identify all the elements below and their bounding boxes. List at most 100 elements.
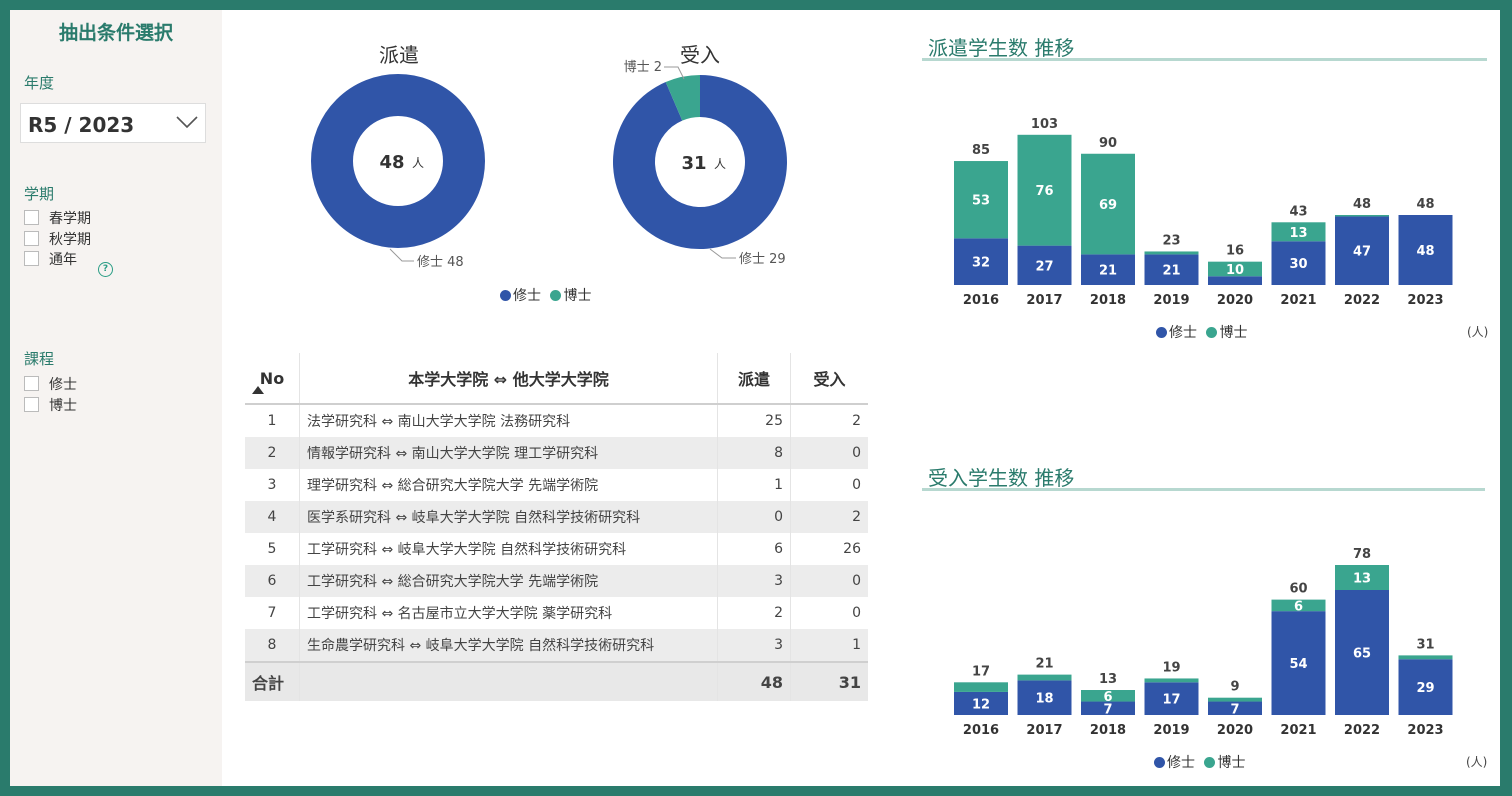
term-label-spring: 春学期 xyxy=(49,211,91,227)
bar-master[interactable] xyxy=(1271,241,1326,285)
cell-send: 3 xyxy=(717,629,791,662)
table-row[interactable]: 1 法学研究科 ⇔ 南山大学大学院 法務研究科 25 2 xyxy=(245,404,868,437)
cell-program: 医学系研究科 ⇔ 岐阜大学大学院 自然科学技術研究科 xyxy=(299,501,718,533)
bar-doctor[interactable] xyxy=(1208,697,1262,702)
term-checkbox-yearround[interactable] xyxy=(24,251,39,266)
bar-label-doctor: 13 xyxy=(1353,572,1371,587)
bar-doctor[interactable] xyxy=(1081,153,1135,255)
table-row[interactable]: 2 情報学研究科 ⇔ 南山大学大学院 理工学研究科 8 0 xyxy=(245,437,868,469)
bar-doctor[interactable] xyxy=(954,682,1008,692)
bar-master[interactable] xyxy=(1335,216,1389,285)
header-recv[interactable]: 受入 xyxy=(790,353,868,405)
bar-doctor[interactable] xyxy=(1335,565,1389,590)
cell-program: 工学研究科 ⇔ 名古屋市立大学大学院 薬学研究科 xyxy=(299,597,718,629)
x-tick-label: 2020 xyxy=(1217,723,1253,738)
slice-label-master: 修士 29 xyxy=(739,252,786,267)
question-circle-icon[interactable]: ? xyxy=(98,262,113,277)
table-row[interactable]: 3 理学研究科 ⇔ 総合研究大学院大学 先端学術院 1 0 xyxy=(245,469,868,501)
bar-doctor[interactable] xyxy=(1144,678,1199,683)
bar-total-label: 31 xyxy=(1416,637,1434,652)
cell-send: 0 xyxy=(717,501,791,533)
cell-program: 法学研究科 ⇔ 南山大学大学院 法務研究科 xyxy=(299,404,718,437)
bar-total-label: 13 xyxy=(1099,672,1117,687)
bar-master[interactable] xyxy=(1081,701,1135,715)
chevron-down-icon xyxy=(176,116,198,129)
year-dropdown[interactable]: R5 / 2023 xyxy=(20,103,206,143)
total-label: 合計 xyxy=(245,661,300,701)
donut-slice[interactable] xyxy=(613,75,787,249)
donut-legend: 修士 博士 xyxy=(500,285,591,305)
bar-master[interactable] xyxy=(1208,276,1262,285)
x-tick-label: 2016 xyxy=(963,293,999,308)
table-row[interactable]: 7 工学研究科 ⇔ 名古屋市立大学大学院 薬学研究科 2 0 xyxy=(245,597,868,629)
cell-recv: 2 xyxy=(852,413,861,429)
bar-master[interactable] xyxy=(1208,701,1262,715)
bar-master[interactable] xyxy=(1398,215,1453,285)
term-label-fall: 秋学期 xyxy=(49,232,91,248)
bar-doctor[interactable] xyxy=(1144,251,1199,255)
bar-master[interactable] xyxy=(954,691,1008,715)
table-row[interactable]: 6 工学研究科 ⇔ 総合研究大学院大学 先端学術院 3 0 xyxy=(245,565,868,597)
bar-doctor[interactable] xyxy=(1208,261,1262,277)
bar-master[interactable] xyxy=(1081,254,1135,285)
donut-slice[interactable] xyxy=(311,74,485,248)
bar-label-master: 32 xyxy=(972,256,990,271)
bar-total-label: 103 xyxy=(1031,117,1058,132)
course-label: 課程 xyxy=(24,350,55,368)
table-header-row: No 本学大学院 ⇔ 他大学大学院 派遣 受入 xyxy=(245,353,868,405)
donut-slice[interactable] xyxy=(665,75,700,121)
donut-recv-title: 受入 xyxy=(680,43,720,67)
bar-doctor[interactable] xyxy=(1081,690,1135,702)
bar-total-label: 78 xyxy=(1353,547,1371,562)
bar-master[interactable] xyxy=(1144,254,1199,285)
donut-center-value: 31 xyxy=(681,153,706,174)
bar-master[interactable] xyxy=(1017,680,1072,715)
bar-master[interactable] xyxy=(1335,590,1389,715)
bar-master[interactable] xyxy=(1144,682,1199,715)
bar-doctor[interactable] xyxy=(1398,655,1453,660)
bar-label-master: 21 xyxy=(1162,264,1180,279)
bar-doctor[interactable] xyxy=(1271,222,1326,242)
donut-send-title: 派遣 xyxy=(379,43,419,67)
cell-program: 情報学研究科 ⇔ 南山大学大学院 理工学研究科 xyxy=(299,437,718,469)
header-program[interactable]: 本学大学院 ⇔ 他大学大学院 xyxy=(299,353,718,405)
bar-doctor[interactable] xyxy=(1271,599,1326,612)
bar-label-master: 29 xyxy=(1416,681,1434,696)
cell-no: 2 xyxy=(245,437,300,469)
bar-label-doctor: 76 xyxy=(1035,184,1053,199)
course-checkbox-doctor[interactable] xyxy=(24,397,39,412)
bar-master[interactable] xyxy=(1271,611,1326,715)
table-row[interactable]: 5 工学研究科 ⇔ 岐阜大学大学院 自然科学技術研究科 6 26 xyxy=(245,533,868,565)
donut-send-chart: 48 人修士 48 xyxy=(311,74,485,270)
term-checkbox-spring[interactable] xyxy=(24,210,39,225)
bar-doctor[interactable] xyxy=(1017,674,1072,681)
bar-total-label: 9 xyxy=(1230,680,1239,695)
table-row[interactable]: 8 生命農学研究科 ⇔ 岐阜大学大学院 自然科学技術研究科 3 1 xyxy=(245,629,868,662)
send-trend-title: 派遣学生数 推移 xyxy=(928,36,1075,60)
bar-label-master: 17 xyxy=(1162,693,1180,708)
exchange-table: No 本学大学院 ⇔ 他大学大学院 派遣 受入 1 法学研究科 ⇔ 南山大学大学院… xyxy=(245,353,868,701)
bar-master[interactable] xyxy=(1017,245,1072,285)
bar-label-master: 27 xyxy=(1035,259,1053,274)
bar-label-master: 7 xyxy=(1230,702,1239,717)
bar-label-doctor: 69 xyxy=(1099,198,1117,213)
bar-doctor[interactable] xyxy=(1335,215,1389,217)
recv-trend-chart: 1217201618212017761320181719201979202054… xyxy=(954,547,1453,738)
term-checkbox-fall[interactable] xyxy=(24,231,39,246)
bar-master[interactable] xyxy=(954,238,1008,285)
send-trend-unit: (人) xyxy=(1467,325,1489,339)
donut-recv-chart: 31 人修士 29 博士 2 xyxy=(613,60,787,267)
legend-doctor-dot xyxy=(1206,327,1218,338)
header-send[interactable]: 派遣 xyxy=(717,353,791,405)
course-checkbox-master[interactable] xyxy=(24,376,39,391)
x-tick-label: 2018 xyxy=(1090,293,1126,308)
x-tick-label: 2022 xyxy=(1344,293,1380,308)
recv-trend-legend: 修士 博士 xyxy=(1154,752,1245,772)
bar-doctor[interactable] xyxy=(954,161,1008,239)
legend-doctor-label: 博士 xyxy=(563,288,592,304)
bar-master[interactable] xyxy=(1398,659,1453,715)
header-no[interactable]: No xyxy=(245,353,300,405)
cell-recv: 2 xyxy=(790,501,868,533)
table-row[interactable]: 4 医学系研究科 ⇔ 岐阜大学大学院 自然科学技術研究科 0 2 xyxy=(245,501,868,533)
bar-doctor[interactable] xyxy=(1017,134,1072,246)
